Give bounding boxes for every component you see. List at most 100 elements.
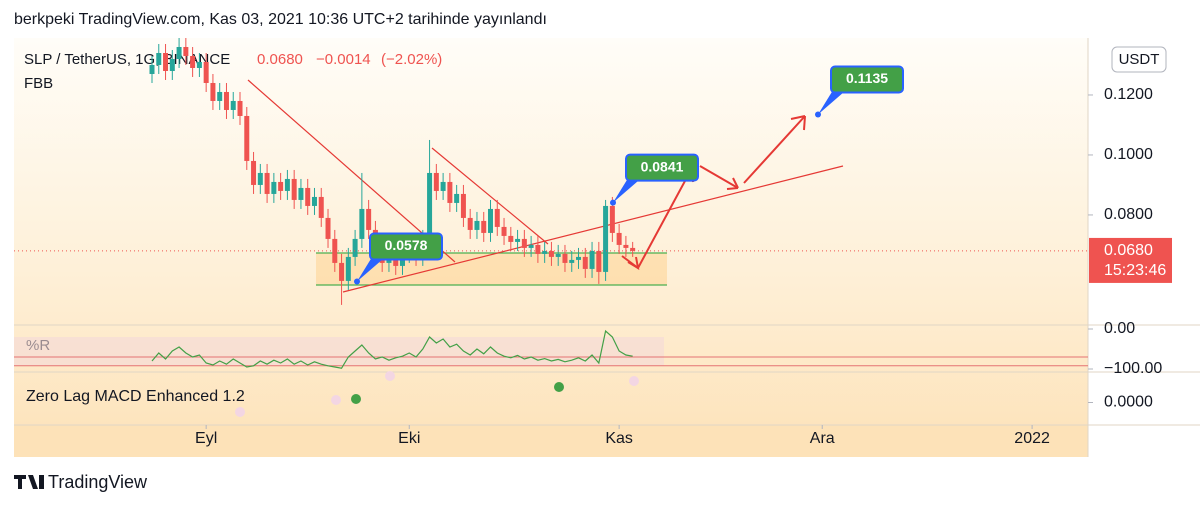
y-tick-label: 0.0000 [1104, 394, 1153, 411]
candle-body [163, 52, 169, 71]
signal-dot [629, 376, 639, 386]
candle-body [264, 172, 270, 194]
candle-body [427, 172, 433, 239]
callout-label: 0.1135 [846, 70, 888, 86]
y-tick-label: 0.1000 [1104, 146, 1153, 163]
signal-dot [554, 382, 564, 392]
candle-body [271, 181, 277, 194]
candle-body [217, 91, 223, 101]
candle-body [251, 160, 257, 185]
trend-line [342, 165, 844, 293]
legend-close: 0.0680 [257, 51, 303, 68]
footer-brand: TradingView [48, 472, 148, 492]
candle-body [278, 181, 284, 191]
candle-body [339, 262, 345, 281]
candle-body [528, 244, 534, 248]
candle-body [508, 235, 514, 242]
callout-point [815, 111, 821, 118]
candle-body [359, 208, 365, 239]
candle-body [582, 256, 588, 269]
y-tick-label: 0.00 [1104, 320, 1135, 337]
candle-body [474, 220, 480, 230]
last-price-badge [1089, 237, 1172, 283]
candle-body [196, 61, 202, 68]
candle-body [576, 256, 582, 260]
candle-body [237, 100, 243, 116]
candle-body [433, 172, 439, 191]
y-tick-label: −100.00 [1104, 360, 1162, 377]
candle-body [555, 253, 561, 257]
signal-dot [331, 395, 341, 405]
callout-pointer [613, 176, 643, 203]
y-tick-label: 0.1200 [1104, 86, 1153, 103]
candle-body [460, 193, 466, 218]
y-tick-label: 0.0800 [1104, 206, 1153, 223]
callout-label: 0.0578 [385, 237, 428, 253]
signal-dot [235, 407, 245, 417]
candle-body [230, 100, 236, 110]
candle-body [325, 217, 331, 239]
candle-body [521, 238, 527, 248]
candle-body [311, 196, 317, 206]
candle-body [515, 238, 521, 242]
candle-body [596, 250, 602, 272]
candle-body [488, 208, 493, 233]
candle-body [176, 46, 182, 59]
callout-label: 0.0841 [641, 158, 684, 174]
indicator-label: Zero Lag MACD Enhanced 1.2 [26, 388, 245, 405]
candle-body [501, 226, 507, 236]
callout-box [369, 232, 443, 261]
candle-body [318, 196, 324, 218]
candle-body [352, 238, 358, 257]
callout-pointer [818, 88, 848, 115]
x-tick-label: 2022 [1014, 430, 1050, 447]
signal-dot [351, 394, 361, 404]
candle-body [366, 208, 372, 230]
candle-body [548, 250, 554, 257]
candle-body [542, 250, 548, 254]
candle-body [210, 82, 216, 101]
callout-point [354, 278, 360, 285]
candle-body [345, 256, 351, 281]
candle-body [494, 208, 500, 227]
countdown-label: 15:23:46 [1104, 262, 1166, 279]
candle-body [481, 220, 487, 233]
candle-body [244, 115, 250, 161]
candle-body [183, 46, 189, 56]
candle-body [467, 217, 473, 230]
time-axis-background [14, 425, 1088, 457]
candle-body [562, 253, 568, 263]
candles [149, 38, 636, 305]
x-tick-label: Ara [810, 430, 835, 447]
candle-body [156, 52, 162, 65]
x-tick-label: Eki [398, 430, 420, 447]
brand-logo [14, 475, 44, 489]
unit-badge[interactable] [1111, 46, 1167, 73]
signal-dot [385, 371, 395, 381]
callout-box [830, 65, 904, 94]
r-band [14, 337, 664, 366]
candle-body [298, 187, 304, 200]
x-tick-label: Eyl [195, 430, 217, 447]
candle-body [149, 64, 155, 74]
candle-body [535, 244, 541, 254]
x-tick-label: Kas [605, 430, 633, 447]
candle-body [623, 244, 629, 248]
candle-body [203, 61, 209, 83]
unit-label: USDT [1119, 51, 1160, 68]
study-label: FBB [24, 75, 53, 92]
trend-line [431, 147, 549, 245]
candle-body [447, 181, 453, 203]
legend-change-pct: (−2.02%) [381, 51, 442, 68]
legend-change: −0.0014 [316, 51, 371, 68]
candle-body [305, 187, 311, 206]
candle-body [440, 181, 446, 191]
candle-body [291, 178, 297, 200]
callout-box [625, 153, 699, 182]
candle-body [454, 193, 460, 203]
candle-body [569, 259, 575, 263]
candle-body [393, 256, 399, 266]
candle-body [630, 247, 636, 251]
candle-body [223, 91, 229, 110]
